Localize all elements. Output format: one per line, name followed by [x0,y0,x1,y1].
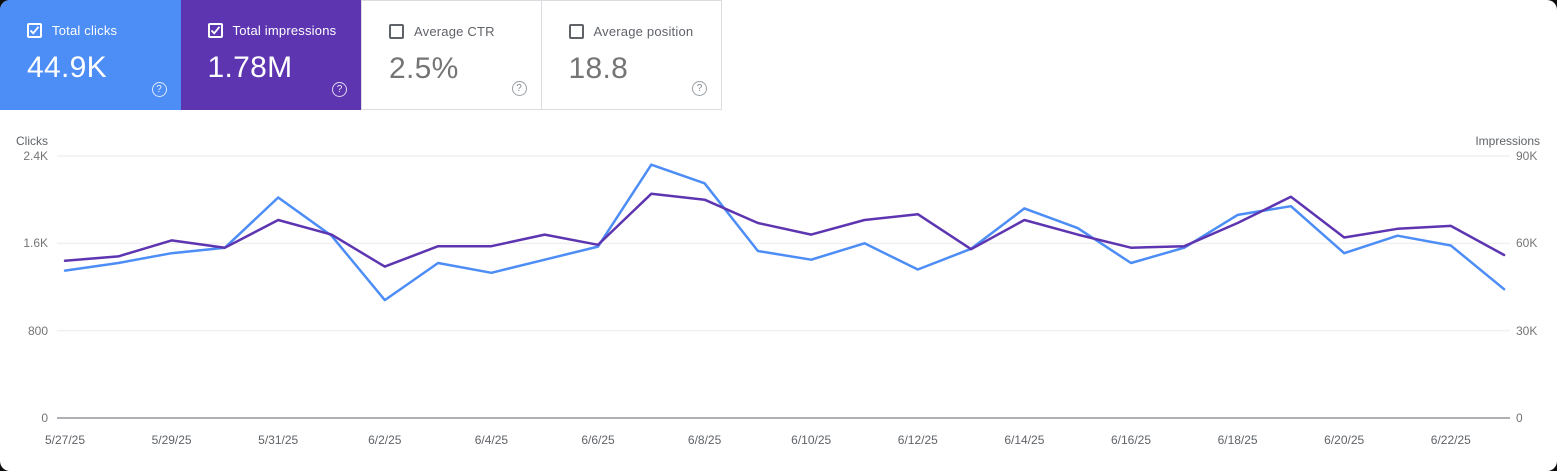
left-axis-tick-label: 1.6K [23,236,48,251]
x-axis-tick-label: 6/14/25 [1004,433,1045,447]
metric-card-label: Total impressions [232,23,337,38]
metric-card-total-impressions[interactable]: Total impressions 1.78M ? [180,0,361,110]
metric-card-value: 1.78M [207,51,293,84]
checkbox-checked-icon[interactable] [207,23,223,38]
right-axis-tick-label: 30K [1516,323,1538,338]
metric-card-value: 2.5% [389,52,459,85]
x-axis-tick-label: 6/8/25 [687,433,722,447]
x-axis-tick-label: 5/29/25 [151,433,192,447]
clicks-line [63,163,1506,302]
x-axis-tick-label: 6/10/25 [791,433,832,447]
checkbox-unchecked-icon[interactable] [389,24,404,39]
x-axis-tick-label: 6/22/25 [1430,433,1471,447]
chart-canvas [57,155,1510,419]
help-icon[interactable]: ? [692,81,707,96]
left-axis-tick-label: 800 [27,323,48,338]
help-icon[interactable]: ? [332,82,347,97]
x-axis-tick-label: 6/18/25 [1217,433,1258,447]
performance-chart[interactable]: Clicks Impressions 2.4K 1.6K 800 0 90K 60K 30K… [0,110,1557,471]
metric-card-total-clicks[interactable]: Total clicks 44.9K ? [0,0,181,110]
left-axis-tick-label: 0 [41,411,48,425]
left-axis-title: Clicks [16,134,48,148]
x-axis-tick-label: 6/16/25 [1110,433,1152,447]
right-axis-tick-label: 90K [1516,149,1538,163]
right-axis-tick-label: 0 [1516,411,1523,425]
metric-cards: Total clicks 44.9K ? Total impressions 1… [0,0,722,110]
metric-card-value: 18.8 [568,52,629,85]
checkbox-checked-icon[interactable] [27,23,42,38]
x-axis-tick-label: 5/27/25 [44,433,86,447]
right-axis-title: Impressions [1475,134,1540,148]
metric-card-value: 44.9K [27,51,107,84]
metric-card-label: Total clicks [52,23,118,38]
x-axis-tick-label: 6/12/25 [897,433,938,447]
metric-card-average-ctr[interactable]: Average CTR 2.5% ? [361,0,542,110]
checkbox-unchecked-icon[interactable] [568,24,584,39]
left-axis-tick-label: 2.4K [23,149,48,163]
x-axis-tick-label: 5/31/25 [258,433,299,447]
metric-card-average-position[interactable]: Average position 18.8 ? [541,0,722,110]
metric-card-label: Average position [593,24,694,39]
help-icon[interactable]: ? [151,82,167,97]
right-axis-tick-label: 60K [1516,236,1538,251]
x-axis-tick-label: 6/2/25 [368,433,402,447]
x-axis-tick-label: 6/4/25 [474,433,509,447]
x-axis-tick-label: 6/6/25 [581,433,615,447]
impressions-line [63,192,1506,268]
help-icon[interactable]: ? [511,81,527,96]
x-axis-tick-label: 6/20/25 [1324,433,1365,447]
metric-card-label: Average CTR [414,24,495,39]
